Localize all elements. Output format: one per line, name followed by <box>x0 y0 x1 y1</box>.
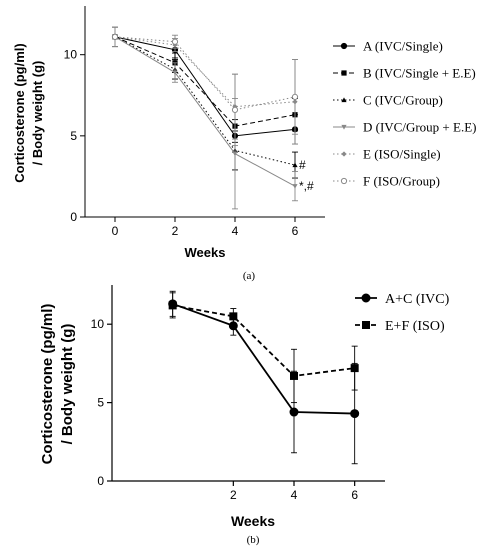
y-tick-label: 0 <box>70 210 77 224</box>
data-point <box>232 151 238 157</box>
data-point <box>361 293 371 303</box>
data-point <box>292 162 298 168</box>
series-2 <box>168 292 359 404</box>
series-6 <box>111 26 299 147</box>
legend: A (IVC/Single) B (IVC/Single + E.E) C (IVC… <box>333 39 476 189</box>
significance-annotation: # <box>299 158 306 172</box>
legend-label: E+F (ISO) <box>385 319 445 334</box>
data-point <box>292 184 298 189</box>
y-tick-label: 5 <box>97 396 104 410</box>
y-tick-label: 0 <box>97 474 104 488</box>
series-5 <box>112 26 298 145</box>
data-point <box>341 124 347 130</box>
series-group <box>168 290 360 465</box>
x-axis-title: Weeks <box>231 513 275 529</box>
y-tick-label: 10 <box>91 317 105 331</box>
data-point <box>231 106 239 113</box>
chart-panel-a: 0 5 10 0 2 4 6 # *,# A (IVC/Single) B (IVC/Singl… <box>12 6 476 282</box>
data-point <box>341 97 347 103</box>
tick-labels: 0 5 10 0 2 4 6 <box>64 48 299 238</box>
series-3 <box>112 26 298 179</box>
legend: A+C (IVC) E+F (ISO) <box>355 292 450 334</box>
data-point <box>171 38 179 45</box>
data-point <box>111 33 119 40</box>
data-point <box>290 371 298 380</box>
series-line <box>114 36 296 137</box>
data-point <box>168 301 177 310</box>
data-point <box>341 70 347 76</box>
series-line <box>114 36 296 127</box>
series-2 <box>112 26 298 143</box>
y-tick-label: 10 <box>64 48 78 62</box>
axes <box>80 6 325 222</box>
data-point <box>362 321 370 329</box>
y-axis-title-line-2: / Body weight (g) <box>59 324 76 445</box>
legend-label: B (IVC/Single + E.E) <box>363 66 476 81</box>
x-tick-label: 4 <box>291 488 298 502</box>
y-axis-title-line-1: Corticosterone (pg/ml) <box>12 43 27 182</box>
y-axis-title-line-2: / Body weight (g) <box>30 61 45 166</box>
x-tick-label: 2 <box>172 224 179 238</box>
series-line <box>114 36 296 187</box>
legend-label: D (IVC/Group + E.E) <box>363 120 476 135</box>
panel-label: (b) <box>247 534 260 546</box>
series-1 <box>168 290 360 465</box>
chart-panel-b: 0 5 10 2 4 6 A+C (IVC) E+F (ISO) Corticosteron… <box>39 285 450 546</box>
x-tick-label: 0 <box>112 224 119 238</box>
x-tick-label: 2 <box>230 488 237 502</box>
data-point <box>341 151 347 157</box>
data-point <box>350 364 359 373</box>
series-line <box>114 36 296 108</box>
data-point <box>340 177 348 185</box>
legend-label: A+C (IVC) <box>385 292 450 307</box>
legend-label: E (ISO/Single) <box>363 147 441 162</box>
legend-label: A (IVC/Single) <box>363 39 443 54</box>
legend-label: F (ISO/Group) <box>363 174 440 189</box>
significance-annotation: *,# <box>299 179 314 193</box>
series-line <box>114 36 296 166</box>
x-axis-title: Weeks <box>185 245 226 260</box>
data-point <box>350 409 360 419</box>
series-line <box>114 36 296 111</box>
series-1 <box>111 26 299 153</box>
series-4 <box>112 26 298 210</box>
series-line <box>172 302 355 415</box>
panel-label: (a) <box>243 270 256 282</box>
data-point <box>172 70 178 76</box>
x-tick-label: 4 <box>232 224 239 238</box>
legend-label: C (IVC/Group) <box>363 93 443 108</box>
y-axis-title-line-1: Corticosterone (pg/ml) <box>39 304 56 465</box>
series-line <box>172 304 355 377</box>
data-point <box>229 312 238 321</box>
y-tick-label: 5 <box>70 129 77 143</box>
tick-labels: 0 5 10 2 4 6 <box>91 317 359 502</box>
series-group: # *,# <box>111 26 314 210</box>
data-point <box>289 407 299 417</box>
x-tick-label: 6 <box>292 224 299 238</box>
data-point <box>291 93 299 100</box>
data-point <box>340 42 348 50</box>
x-tick-label: 6 <box>351 488 358 502</box>
axes <box>107 285 385 486</box>
